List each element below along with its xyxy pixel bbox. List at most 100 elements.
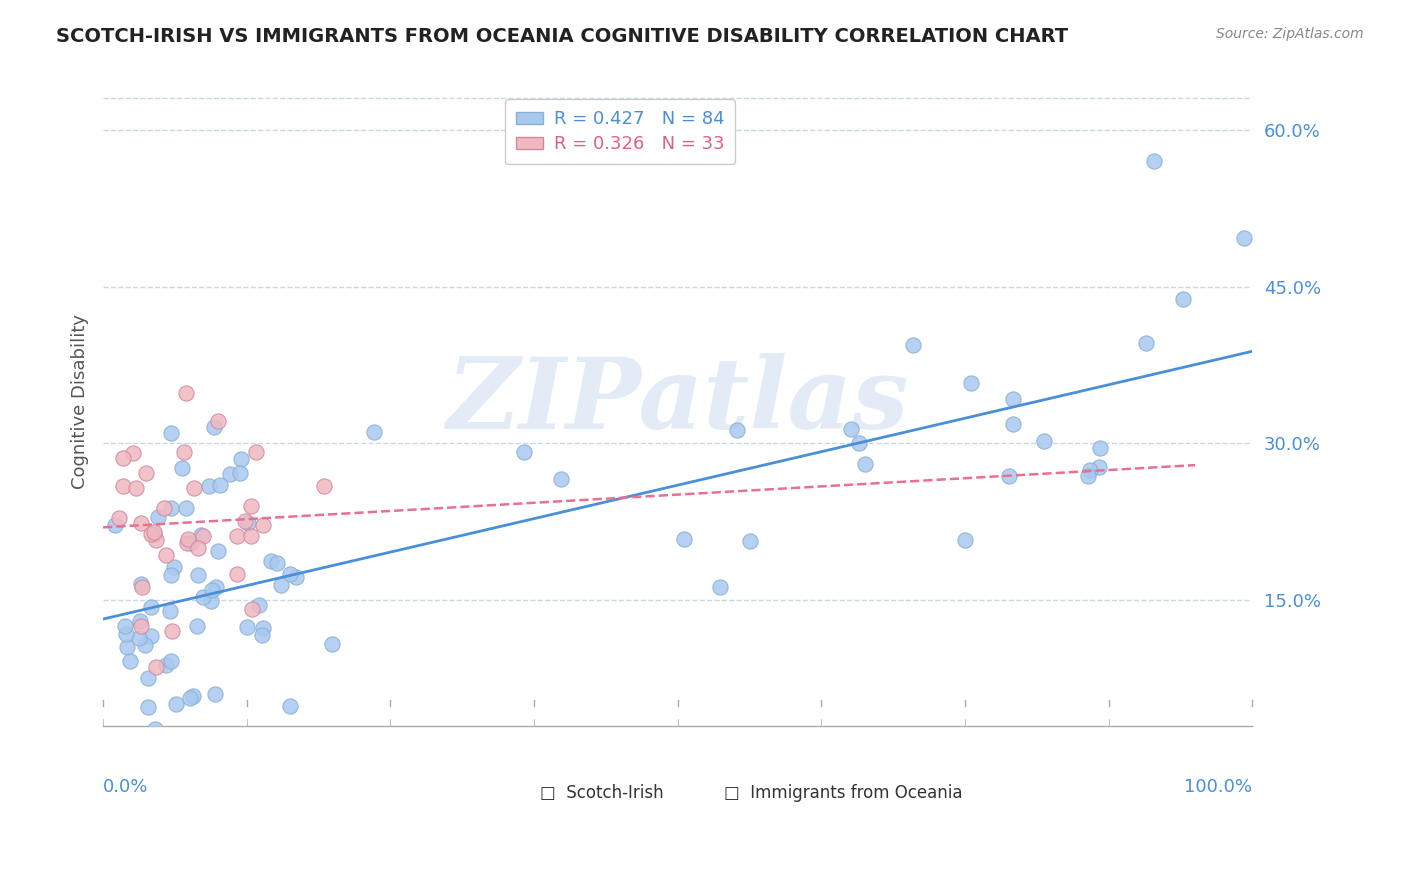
Point [236,516,259,530]
Point [174,500,197,515]
Point [142,525,165,540]
Point [186,734,208,748]
Point [321,637,343,651]
Point [233,514,256,528]
Point [240,602,263,616]
Text: Source: ZipAtlas.com: Source: ZipAtlas.com [1216,27,1364,41]
Text: □  Scotch-Irish: □ Scotch-Irish [540,784,664,802]
Point [209,478,232,492]
Point [1078,463,1101,477]
Point [226,529,249,543]
Point [128,632,150,646]
Point [111,451,134,466]
Point [180,536,202,550]
Y-axis label: Cognitive Disability: Cognitive Disability [72,314,89,489]
Text: ZIPatlas: ZIPatlas [447,353,910,450]
Point [141,600,163,615]
Point [142,527,165,541]
Point [125,481,148,495]
Point [122,445,145,459]
Point [240,529,263,543]
Point [205,580,228,594]
Point [135,466,157,480]
Point [200,594,222,608]
Point [260,554,283,568]
Point [170,461,193,475]
Point [117,640,139,654]
Point [673,532,696,546]
Point [153,500,176,515]
Point [177,532,200,546]
Point [1032,434,1054,448]
Point [204,687,226,701]
Point [191,590,214,604]
Point [134,638,156,652]
Point [239,499,262,513]
Point [148,510,170,524]
Point [173,445,195,459]
Point [173,744,195,758]
Text: 0.0%: 0.0% [103,778,149,796]
Text: SCOTCH-IRISH VS IMMIGRANTS FROM OCEANIA COGNITIVE DISABILITY CORRELATION CHART: SCOTCH-IRISH VS IMMIGRANTS FROM OCEANIA … [56,27,1069,45]
Point [181,690,204,704]
Point [231,451,253,466]
Point [1143,154,1166,169]
Point [141,629,163,643]
Point [186,618,208,632]
Point [280,567,302,582]
Point [270,577,292,591]
Point [285,570,308,584]
Point [155,658,177,673]
Point [108,510,131,524]
Point [953,533,976,547]
Point [114,627,136,641]
Point [997,468,1019,483]
Point [1088,441,1111,455]
Point [853,457,876,471]
Point [183,482,205,496]
Point [252,622,274,636]
Point [1171,292,1194,306]
Point [112,479,135,493]
Point [179,690,201,705]
Point [1001,392,1024,406]
Legend: R = 0.427   N = 84, R = 0.326   N = 33: R = 0.427 N = 84, R = 0.326 N = 33 [505,99,735,164]
Point [136,700,159,714]
Point [725,423,748,437]
Point [207,544,229,558]
Point [219,467,242,482]
Point [512,445,534,459]
Point [136,671,159,685]
Point [145,533,167,547]
Point [960,376,983,391]
Point [245,445,267,459]
Point [143,722,166,736]
Point [131,580,153,594]
Point [236,619,259,633]
Point [193,529,215,543]
Point [198,479,221,493]
Point [202,420,225,434]
Point [159,604,181,618]
Point [129,577,152,591]
Point [312,478,335,492]
Point [1002,417,1025,431]
Point [266,556,288,570]
Point [141,526,163,541]
Point [160,568,183,582]
Point [207,414,229,428]
Point [114,619,136,633]
Point [176,385,198,400]
Point [145,660,167,674]
Point [841,422,863,436]
Point [250,628,273,642]
Point [104,518,127,533]
Point [165,697,187,711]
Point [134,737,156,751]
Point [1088,460,1111,475]
Point [229,466,252,480]
Point [160,624,183,638]
Point [160,500,183,515]
Point [190,528,212,542]
Point [278,699,301,714]
